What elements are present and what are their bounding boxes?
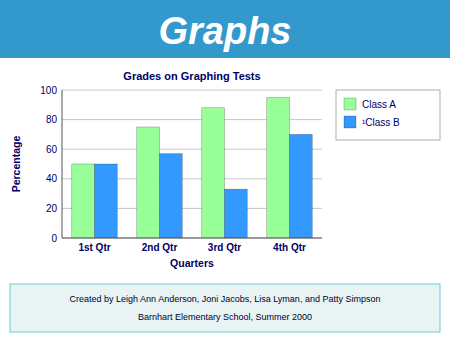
legend-swatch: [344, 116, 356, 128]
chart: Graphs Grades on Graphing Tests 0 20 40 60 80 1…: [0, 0, 450, 338]
bar: [72, 164, 95, 238]
chart-title: Grades on Graphing Tests: [123, 70, 260, 82]
legend-frame: [336, 90, 440, 140]
legend-label: Class A: [362, 99, 396, 110]
y-tick-label: 20: [46, 203, 58, 214]
y-tick-label: 100: [40, 85, 57, 96]
y-axis: [62, 90, 63, 238]
y-tick-label: 80: [46, 114, 58, 125]
x-tick-label: 2nd Qtr: [142, 242, 178, 253]
x-axis: [62, 238, 322, 239]
grid-line: [62, 238, 322, 239]
x-axis-label: Quarters: [170, 257, 214, 269]
bar: [202, 108, 225, 238]
x-tick-label: 1st Qtr: [78, 242, 110, 253]
y-tick-label: 0: [51, 233, 57, 244]
footer-band: [10, 284, 440, 332]
bar: [137, 127, 160, 238]
bar: [267, 97, 290, 238]
header-text: Graphs: [158, 10, 291, 52]
legend-label: ¹Class B: [362, 117, 400, 128]
x-tick-label: 4th Qtr: [273, 242, 306, 253]
bar: [290, 134, 313, 238]
legend-swatch: [344, 98, 356, 110]
footer-text: Barnhart Elementary School, Summer 2000: [138, 312, 312, 322]
bar: [95, 164, 118, 238]
bar: [160, 154, 183, 238]
bars: [72, 97, 313, 238]
x-tick-label: 3rd Qtr: [208, 242, 241, 253]
header-band: [0, 0, 450, 58]
grid-line: [62, 90, 322, 91]
legend: Class A ¹Class B: [336, 90, 440, 140]
y-tick-label: 60: [46, 144, 58, 155]
y-tick-label: 40: [46, 173, 58, 184]
bar: [225, 189, 248, 238]
y-axis-label: Percentage: [10, 136, 22, 193]
footer-text: Created by Leigh Ann Anderson, Joni Jaco…: [70, 294, 381, 304]
